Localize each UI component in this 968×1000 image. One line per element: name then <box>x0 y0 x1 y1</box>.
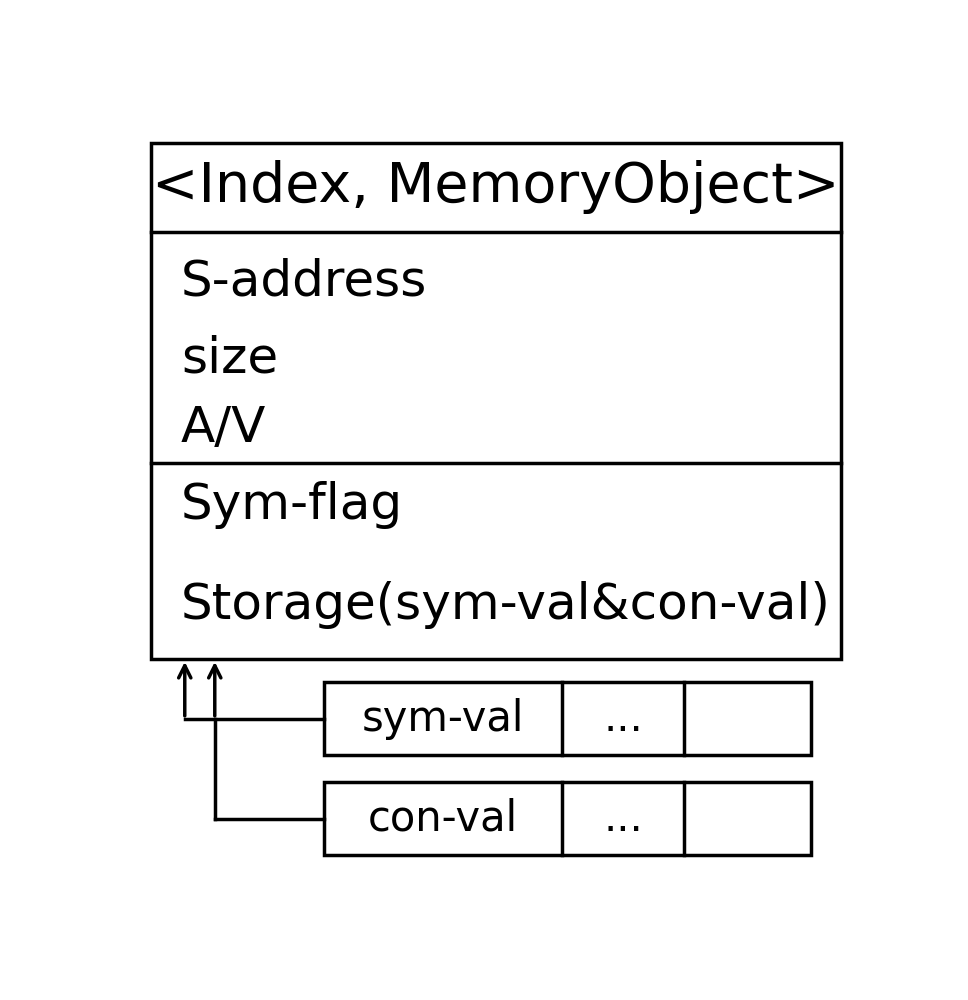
Bar <box>323 782 811 855</box>
Text: size: size <box>181 335 278 383</box>
Text: <Index, MemoryObject>: <Index, MemoryObject> <box>152 160 840 214</box>
Text: con-val: con-val <box>368 798 518 840</box>
Text: S-address: S-address <box>181 258 428 306</box>
Text: Sym-flag: Sym-flag <box>181 481 403 529</box>
Bar <box>323 682 811 755</box>
Text: ...: ... <box>604 798 644 840</box>
Text: Storage(sym-val&con-val): Storage(sym-val&con-val) <box>181 581 831 629</box>
Text: sym-val: sym-val <box>362 698 525 740</box>
Bar <box>151 143 841 659</box>
Text: ...: ... <box>604 698 644 740</box>
Text: A/V: A/V <box>181 404 266 452</box>
